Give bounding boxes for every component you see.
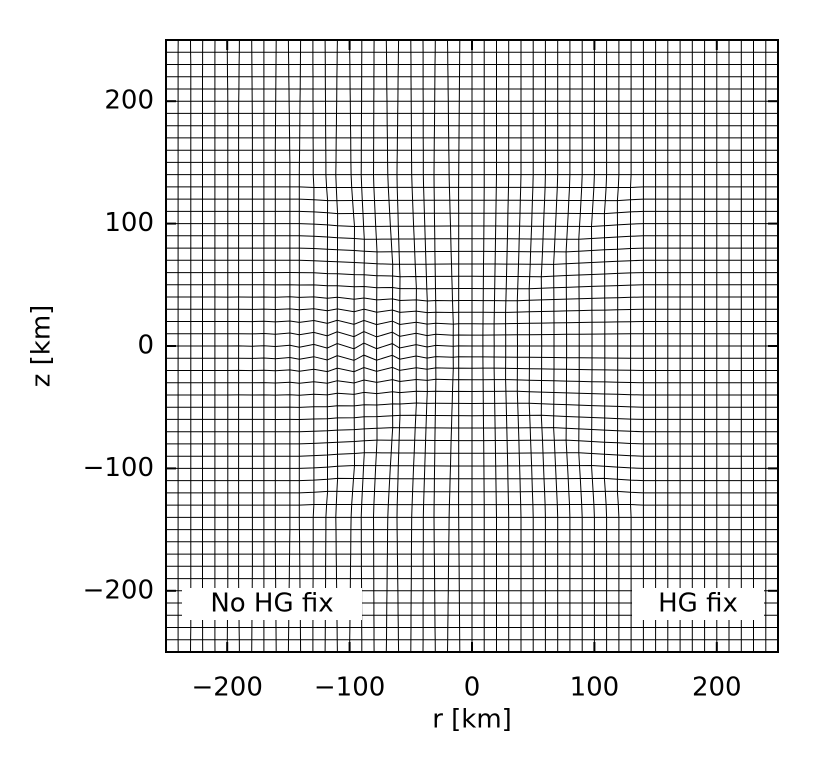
x-tick-label: 0 [464,673,481,703]
x-tick-label: −100 [314,673,385,703]
mesh-line [590,40,595,652]
mesh-line [324,39,329,653]
mesh-line [360,40,365,652]
x-tick-label: 100 [570,673,620,703]
mesh-line [335,39,339,653]
mesh-line [385,39,394,653]
y-tick-label: −100 [83,453,154,483]
annotation: No HG fix [210,589,333,619]
y-tick-label: 200 [104,86,154,116]
mesh-line [565,40,571,652]
mesh-line [553,40,559,652]
y-tick-label: 0 [137,331,154,361]
mesh-line [616,40,620,652]
mesh-line [505,40,510,652]
mesh-line [372,39,378,653]
mesh [165,39,779,653]
mesh-line [396,39,401,653]
mesh-line [516,40,522,652]
mesh-line [287,39,291,653]
mesh-line [540,40,546,652]
mesh-line [603,40,608,652]
mesh-line [349,39,356,653]
x-tick-label: −200 [191,673,262,703]
mesh-line [312,40,315,652]
annotation: HG fix [658,589,738,619]
mesh-line [528,40,534,652]
label-box [632,588,764,620]
y-tick-label: 100 [104,208,154,238]
mesh-line [578,40,583,652]
x-axis-label: r [km] [432,705,512,735]
mesh-line [493,40,497,652]
x-tick-label: 200 [692,673,742,703]
mesh-line [482,40,485,652]
mesh-line [630,40,632,652]
label-box [182,588,362,620]
y-tick-label: −200 [83,575,154,605]
y-axis-label: z [km] [27,305,57,388]
mesh-line [298,39,302,653]
